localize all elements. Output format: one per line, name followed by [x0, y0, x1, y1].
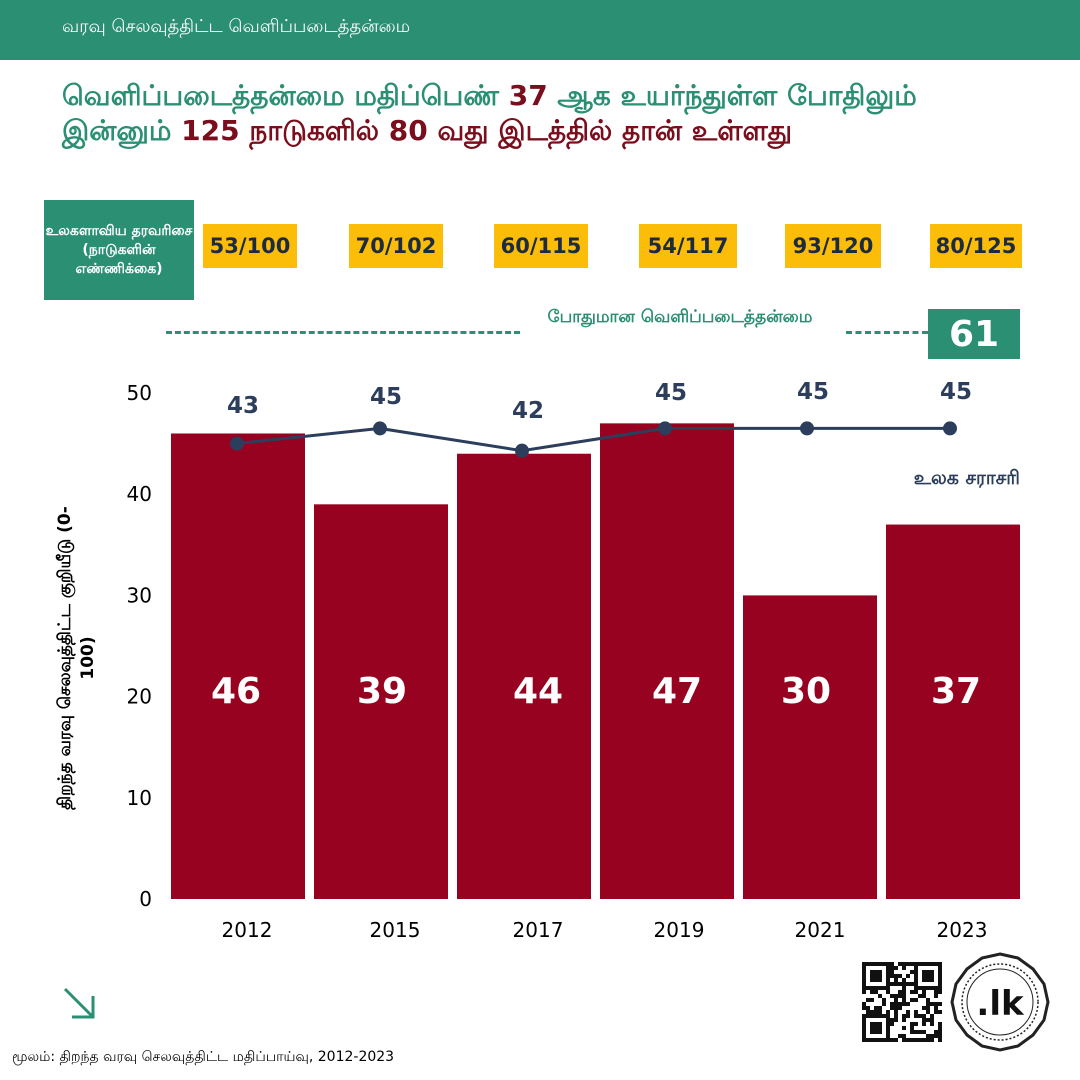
headline-part: 37 [508, 79, 548, 112]
average-line [236, 426, 950, 453]
rank-2017: 60/115 [494, 224, 588, 268]
average-value-label: 45 [940, 379, 972, 405]
ranking-label: உலகளாவிய தரவரிசை (நாடுகளின் எண்ணிக்கை) [44, 200, 194, 300]
bar-value-label: 30 [781, 671, 831, 712]
rank-2019: 54/117 [639, 224, 737, 268]
x-tick-label: 2023 [937, 918, 988, 942]
average-value-label: 45 [370, 384, 402, 410]
x-tick-label: 2019 [654, 918, 705, 942]
average-point [658, 421, 672, 436]
headline-part: 125 நாடுகளில் 80 வது இடத்தில் தான் உள்ளத… [181, 114, 793, 147]
rank-2021: 93/120 [785, 224, 881, 268]
bar-value-label: 47 [652, 671, 702, 712]
rank-2023: 80/125 [930, 224, 1022, 268]
threshold-dash-right [846, 331, 928, 334]
x-tick-label: 2012 [222, 918, 273, 942]
bar [314, 504, 448, 899]
average-point [515, 443, 529, 458]
y-tick-label: 0 [139, 887, 152, 911]
average-point [373, 421, 387, 436]
qr-code-icon[interactable] [862, 962, 942, 1042]
lk-logo: .lk [950, 952, 1050, 1052]
y-tick-label: 20 [127, 685, 152, 709]
headline-part: வெளிப்படைத்தன்மை மதிப்பெண் [62, 79, 509, 112]
source-note: மூலம்: திறந்த வரவு செலவுத்திட்ட மதிப்பாய… [12, 1049, 395, 1065]
x-tick-label: 2017 [513, 918, 564, 942]
bar [600, 423, 734, 899]
threshold-dash-left [166, 331, 520, 334]
y-tick-label: 30 [127, 583, 152, 607]
top-banner: வரவு செலவுத்திட்ட வெளிப்படைத்தன்மை [0, 0, 1080, 60]
bar-value-label: 46 [211, 671, 261, 712]
rank-2015: 70/102 [349, 224, 443, 268]
y-tick-label: 40 [127, 482, 152, 506]
x-tick-label: 2015 [370, 918, 421, 942]
threshold-value-badge: 61 [928, 309, 1020, 359]
y-axis-label: திறந்த வரவு செலவுத்திட்ட குறியீடு (0-100… [55, 506, 98, 810]
rank-2012: 53/100 [203, 224, 297, 268]
headline-part: ஆக உயர்ந்துள்ள போதிலும் இன்னும் [62, 79, 917, 147]
topic-label: வரவு செலவுத்திட்ட வெளிப்படைத்தன்மை [62, 16, 411, 37]
bar [886, 524, 1020, 899]
x-tick-label: 2021 [795, 918, 846, 942]
threshold-label: போதுமான வெளிப்படைத்தன்மை [547, 307, 813, 327]
average-point [943, 421, 957, 436]
average-value-label: 43 [227, 393, 259, 419]
logo-text: .lk [976, 984, 1025, 1024]
bar-value-label: 39 [357, 671, 407, 712]
bar-value-label: 44 [513, 671, 563, 712]
average-point [230, 436, 244, 451]
series-legend-label: உலக சராசரி [914, 467, 1020, 489]
average-value-label: 45 [797, 379, 829, 405]
arrow-down-right-icon [63, 987, 95, 1019]
bar [171, 433, 305, 899]
bar [743, 595, 877, 899]
y-tick-label: 50 [127, 381, 152, 405]
headline: வெளிப்படைத்தன்மை மதிப்பெண் 37 ஆக உயர்ந்த… [62, 78, 1002, 148]
bar [457, 453, 591, 899]
average-value-label: 42 [512, 398, 544, 424]
bar-value-label: 37 [931, 671, 981, 712]
y-tick-label: 10 [127, 786, 152, 810]
average-point [800, 421, 814, 436]
average-value-label: 45 [655, 380, 687, 406]
